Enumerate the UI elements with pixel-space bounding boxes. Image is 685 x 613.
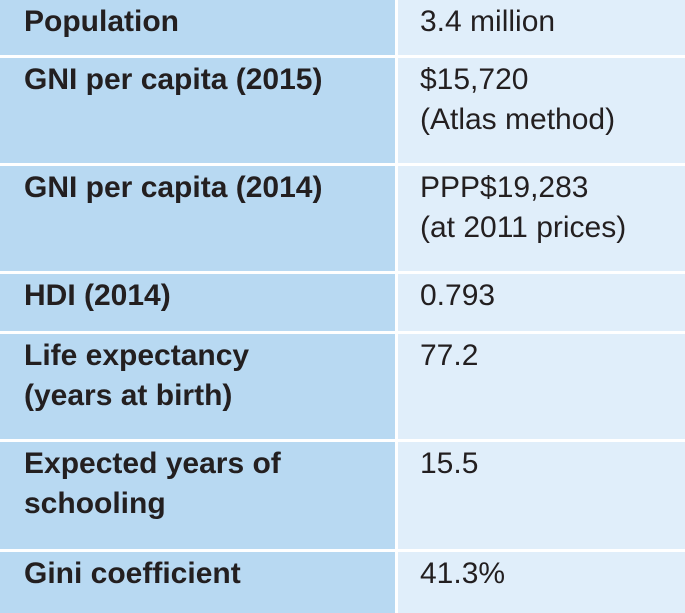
- table-row-hdi: HDI (2014) 0.793: [0, 274, 685, 334]
- row-value-line: 0.793: [420, 279, 496, 312]
- row-label: HDI (2014): [0, 274, 398, 331]
- row-value: 15.5: [398, 442, 685, 549]
- table-row-gni-2014: GNI per capita (2014) PPP$19,283 (at 201…: [0, 166, 685, 274]
- row-value-line: 77.2: [420, 339, 479, 372]
- table-row-life-expectancy: Life expectancy (years at birth) 77.2: [0, 334, 685, 442]
- table-row-gini: Gini coefficient 41.3%: [0, 552, 685, 613]
- row-label-line: GNI per capita (2015): [24, 63, 323, 96]
- row-label-line: Gini coefficient: [24, 557, 241, 590]
- row-value-line: (Atlas method): [420, 103, 616, 136]
- row-label-line: GNI per capita (2014): [24, 171, 323, 204]
- row-label-line: (years at birth): [24, 379, 233, 412]
- table-row-expected-schooling: Expected years of schooling 15.5: [0, 442, 685, 552]
- table-row-population: Population 3.4 million: [0, 0, 685, 58]
- row-value: 41.3%: [398, 552, 685, 613]
- row-value-line: 41.3%: [420, 557, 506, 590]
- row-label-line: HDI (2014): [24, 279, 171, 312]
- row-label: Population: [0, 0, 398, 55]
- row-label-line: Expected years of: [24, 447, 281, 480]
- row-label-line: Life expectancy: [24, 339, 250, 372]
- row-label: Life expectancy (years at birth): [0, 334, 398, 439]
- row-value-line: 15.5: [420, 447, 479, 480]
- row-value-line: 3.4 million: [420, 5, 556, 38]
- row-label: Expected years of schooling: [0, 442, 398, 549]
- row-label: GNI per capita (2015): [0, 58, 398, 163]
- row-label-line: schooling: [24, 487, 166, 520]
- row-value: 77.2: [398, 334, 685, 439]
- row-value-line: $15,720: [420, 63, 529, 96]
- row-value-line: PPP$19,283: [420, 171, 589, 204]
- row-value: $15,720 (Atlas method): [398, 58, 685, 163]
- table-row-gni-2015: GNI per capita (2015) $15,720 (Atlas met…: [0, 58, 685, 166]
- row-label-line: Population: [24, 5, 179, 38]
- row-value-line: (at 2011 prices): [420, 211, 627, 244]
- row-value: 0.793: [398, 274, 685, 331]
- row-value: 3.4 million: [398, 0, 685, 55]
- row-label: Gini coefficient: [0, 552, 398, 613]
- row-label: GNI per capita (2014): [0, 166, 398, 271]
- row-value: PPP$19,283 (at 2011 prices): [398, 166, 685, 271]
